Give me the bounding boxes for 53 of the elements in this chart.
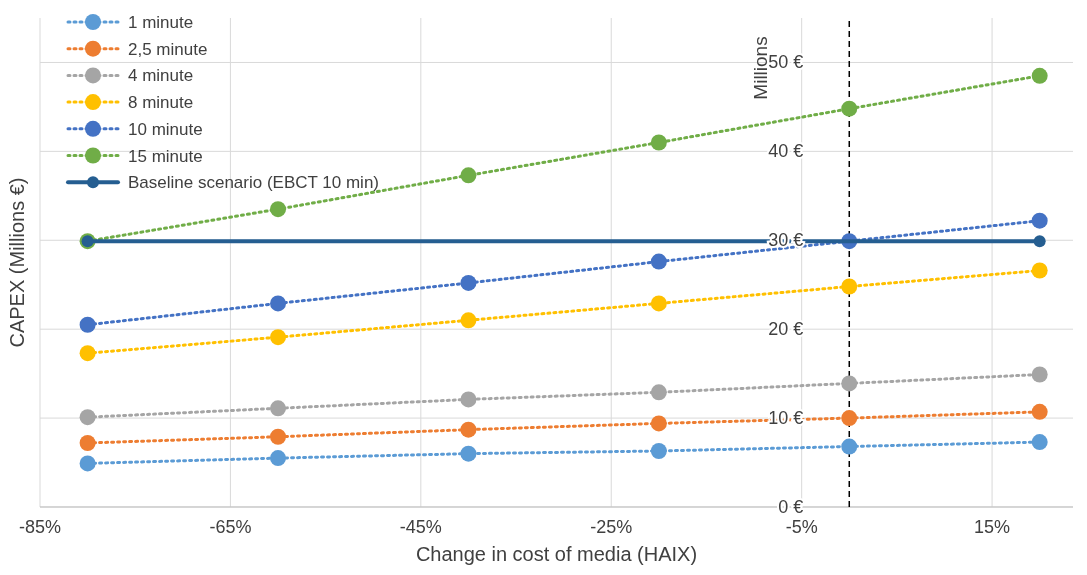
legend-label: Baseline scenario (EBCT 10 min) (128, 173, 380, 193)
point (270, 295, 287, 312)
legend-label: 10 minute (128, 119, 203, 139)
point (460, 391, 477, 408)
x-tick-label: 15% (974, 517, 1011, 537)
point (460, 167, 477, 184)
point (1033, 235, 1046, 248)
legend-label: 4 minute (128, 66, 194, 86)
point (1031, 403, 1048, 420)
y-tick-label: 0 € (778, 497, 804, 517)
point (79, 316, 96, 333)
point (841, 375, 858, 392)
point (841, 438, 858, 455)
point (270, 400, 287, 417)
point (841, 410, 858, 427)
point (650, 134, 667, 151)
point (270, 201, 287, 218)
point (1031, 67, 1048, 84)
x-tick-label: -5% (785, 517, 818, 537)
legend-label: 15 minute (128, 146, 203, 166)
point (650, 415, 667, 432)
y-axis-title: CAPEX (Millions €) (6, 177, 28, 348)
point (1031, 366, 1048, 383)
point (650, 295, 667, 312)
point (460, 445, 477, 462)
point (650, 253, 667, 270)
x-axis-title: Change in cost of media (HAIX) (415, 543, 698, 565)
legend-label: 8 minute (128, 93, 194, 113)
point (460, 312, 477, 329)
point (79, 345, 96, 362)
point (841, 100, 858, 117)
point (1031, 434, 1048, 451)
point (841, 278, 858, 295)
point (460, 421, 477, 438)
x-tick-label: -45% (399, 517, 442, 537)
point (270, 428, 287, 445)
point (79, 434, 96, 451)
point (1031, 262, 1048, 279)
point (650, 384, 667, 401)
x-tick-label: -25% (590, 517, 633, 537)
x-tick-label: -85% (18, 517, 62, 537)
point (270, 450, 287, 467)
point (650, 442, 667, 459)
point (79, 409, 96, 426)
legend-label: 2,5 minute (128, 39, 208, 59)
point (1031, 212, 1048, 229)
point (79, 455, 96, 472)
y-tick-label: 20 € (768, 319, 804, 340)
legend-label: 1 minute (128, 13, 194, 32)
y-tick-label: 40 € (768, 141, 804, 162)
point (460, 274, 477, 291)
point (270, 329, 287, 346)
x-tick-label: -65% (209, 517, 252, 537)
